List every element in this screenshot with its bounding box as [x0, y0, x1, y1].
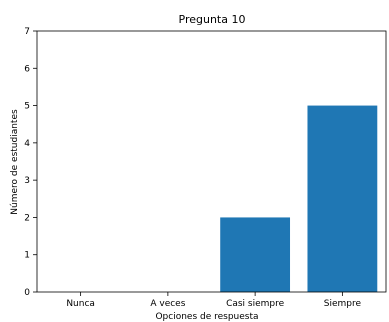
bar-casi-siempre [220, 217, 291, 292]
y-axis-ticks: 0 1 2 3 4 5 6 7 [24, 27, 37, 298]
y-axis-label: Número de estudiantes [10, 109, 20, 215]
plot-frame [36, 30, 387, 293]
y-tick-label: 6 [24, 64, 30, 74]
y-tick-label: 0 [24, 288, 30, 298]
y-tick-label: 4 [24, 139, 30, 149]
x-axis-label: Opciones de respuesta [155, 312, 258, 322]
x-tick-label: Siempre [324, 299, 362, 309]
y-tick-label: 5 [24, 102, 30, 112]
y-tick-label: 3 [24, 176, 30, 186]
x-axis-ticks: Nunca A veces Casi siempre Siempre [66, 292, 361, 309]
x-tick-label: Casi siempre [226, 299, 285, 309]
bar-siempre [307, 105, 378, 292]
x-tick-label: Nunca [66, 299, 95, 309]
plot-spines [36, 30, 387, 293]
y-tick-label: 1 [24, 251, 30, 261]
chart-title: Pregunta 10 [179, 13, 246, 26]
x-tick-label: A veces [150, 299, 185, 309]
y-tick-label: 2 [24, 213, 30, 223]
bars-group [220, 105, 378, 292]
y-tick-label: 7 [24, 27, 30, 37]
